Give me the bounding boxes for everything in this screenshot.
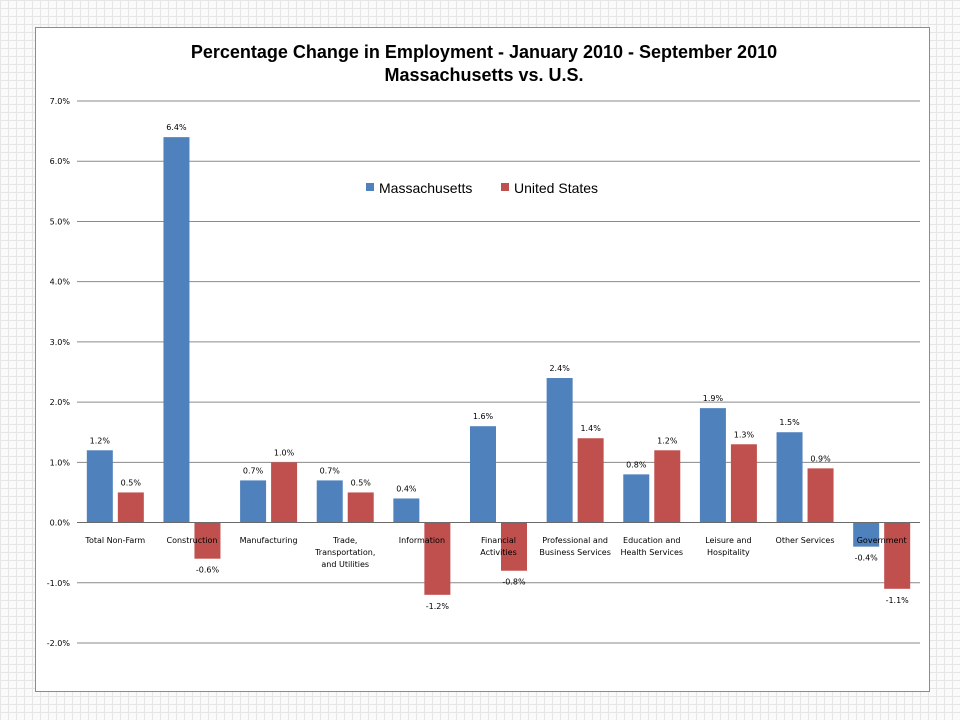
data-label: -0.8%	[502, 578, 526, 587]
bar-massachusetts	[316, 480, 343, 523]
data-label: 2.4%	[549, 364, 570, 373]
legend-label-massachusetts: Massachusetts	[379, 180, 472, 196]
data-label: 6.4%	[166, 123, 187, 132]
y-tick-label: -2.0%	[47, 639, 71, 648]
data-label: 1.4%	[580, 424, 601, 433]
bar-massachusetts	[776, 432, 803, 523]
y-tick-label: -1.0%	[47, 579, 71, 588]
category-label: Government	[857, 536, 907, 545]
category-label: Professional and	[542, 536, 608, 545]
category-label: Leisure and	[705, 536, 751, 545]
y-tick-label: 1.0%	[50, 458, 71, 467]
bar-massachusetts	[623, 474, 650, 523]
data-label: 1.3%	[734, 430, 755, 439]
bar-massachusetts	[393, 498, 420, 523]
category-label: Total Non-Farm	[84, 536, 145, 545]
bar-united-states	[194, 522, 221, 559]
y-tick-label: 2.0%	[50, 398, 71, 407]
bar-massachusetts	[163, 137, 190, 523]
data-label: 1.2%	[90, 436, 111, 445]
data-labels: 1.2% 0.5% 6.4% -0.6% 0.7% 1.0% 0.7% 0.5% 0.4% -1.…	[90, 123, 910, 611]
data-label: 1.2%	[657, 436, 678, 445]
data-label: 0.7%	[320, 466, 341, 475]
bar-united-states	[654, 450, 681, 523]
category-label: Manufacturing	[240, 536, 298, 545]
category-label: Business Services	[539, 548, 611, 557]
chart-title: Percentage Change in Employment - Januar…	[191, 42, 777, 85]
category-label: Health Services	[620, 548, 683, 557]
bar-massachusetts	[853, 522, 880, 547]
data-label: -1.1%	[886, 596, 910, 605]
category-label: Education and	[623, 536, 680, 545]
data-label: 0.9%	[810, 454, 831, 463]
y-tick-label: 3.0%	[50, 338, 71, 347]
category-label: Hospitality	[707, 548, 750, 557]
y-tick-label: 5.0%	[50, 217, 71, 226]
data-label: -0.4%	[855, 554, 879, 563]
bar-massachusetts	[699, 408, 726, 523]
category-label: Transportation,	[314, 548, 375, 557]
legend-swatch-united-states	[501, 183, 509, 191]
bars	[86, 137, 911, 595]
legend: Massachusetts United States	[366, 180, 598, 196]
category-label: and Utilities	[321, 560, 369, 569]
y-tick-label: 7.0%	[50, 97, 71, 106]
data-label: -1.2%	[426, 602, 450, 611]
data-label: 0.4%	[396, 484, 417, 493]
chart-title-line-1: Percentage Change in Employment - Januar…	[191, 42, 777, 62]
data-label: 1.6%	[473, 412, 494, 421]
category-label: Financial	[481, 536, 516, 545]
bar-massachusetts	[240, 480, 267, 523]
category-label: Activities	[480, 548, 517, 557]
data-label: 0.5%	[121, 478, 142, 487]
data-label: 1.9%	[703, 394, 724, 403]
bar-massachusetts	[86, 450, 113, 523]
category-label: Other Services	[776, 536, 835, 545]
bar-united-states	[271, 462, 298, 523]
chart-title-line-2: Massachusetts vs. U.S.	[384, 65, 583, 85]
data-label: 0.5%	[351, 478, 372, 487]
data-label: 0.7%	[243, 466, 264, 475]
data-label: 1.5%	[779, 418, 800, 427]
category-label: Construction	[166, 536, 217, 545]
bar-united-states	[117, 492, 144, 523]
bar-united-states	[424, 522, 451, 595]
bar-united-states	[501, 522, 527, 571]
bar-massachusetts	[546, 378, 573, 523]
bar-united-states	[807, 468, 834, 523]
y-tick-label: 4.0%	[50, 278, 71, 287]
category-labels: Total Non-Farm Construction Manufacturing T…	[84, 536, 906, 569]
data-label: 0.8%	[626, 460, 647, 469]
bar-united-states	[347, 492, 374, 523]
y-tick-label: 6.0%	[50, 157, 71, 166]
legend-label-united-states: United States	[514, 180, 598, 196]
data-label: 1.0%	[274, 448, 295, 457]
bar-united-states	[730, 444, 757, 523]
category-label: Information	[399, 536, 445, 545]
bar-massachusetts	[470, 426, 496, 523]
data-label: -0.6%	[196, 566, 220, 575]
category-label: Trade,	[332, 536, 357, 545]
bar-united-states	[577, 438, 604, 523]
y-tick-label: 0.0%	[50, 519, 71, 528]
bar-united-states	[884, 522, 911, 589]
legend-swatch-massachusetts	[366, 183, 374, 191]
